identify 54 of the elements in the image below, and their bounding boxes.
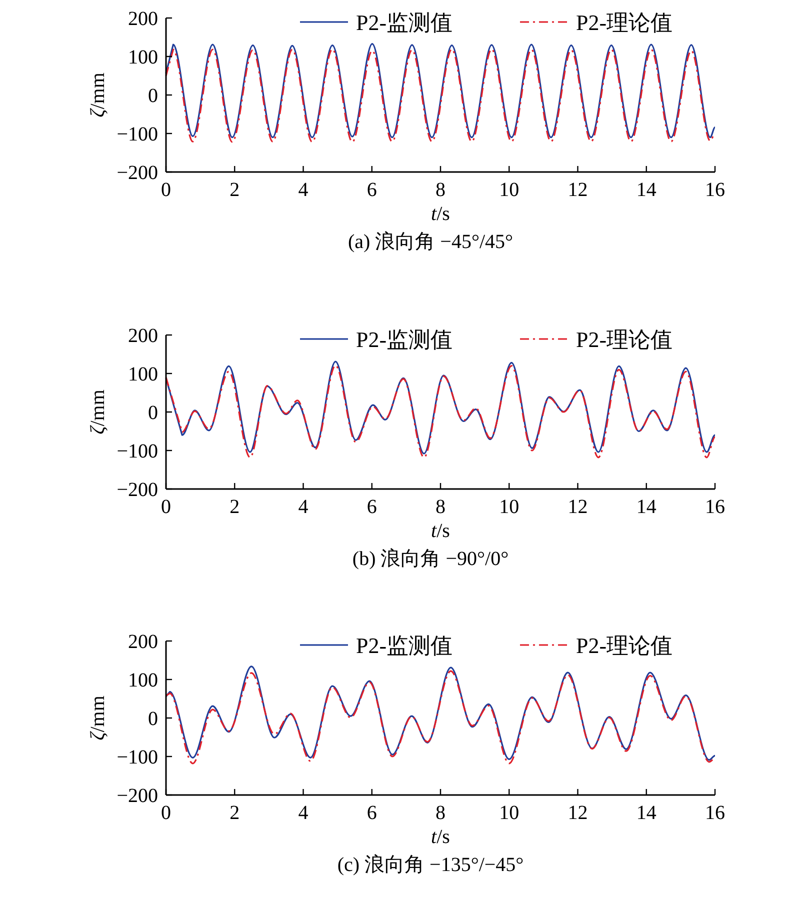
y-axis-title: ζ/mm [87,72,109,118]
x-tick-label: 2 [230,496,240,518]
y-tick-label: 100 [128,46,158,68]
x-tick-label: 4 [298,179,308,201]
x-tick-label: 16 [705,179,725,201]
text: (a) 浪向角 −45°/45° [348,231,514,253]
x-tick-label: 12 [568,179,588,201]
x-tick-label: 4 [298,496,308,518]
x-tick-label: 6 [366,802,377,824]
x-tick-label: 4 [298,802,308,824]
y-tick-label: −200 [116,479,158,501]
x-tick-label: 10 [499,496,520,518]
text: (c) 浪向角 −135°/−45° [337,854,524,876]
y-tick-label: 200 [128,325,158,347]
x-tick-label: 8 [436,496,446,518]
y-tick-label: 0 [148,85,158,107]
y-tick-label: 100 [128,364,158,386]
legend-label: P2-监测值 [356,327,453,352]
x-tick-label: 8 [436,179,446,201]
y-axis-title: ζ/mm [87,389,109,434]
legend-label: P2-理论值 [576,633,673,658]
y-axis-title: ζ/mm [87,695,109,740]
x-tick-label: 12 [568,802,588,824]
x-tick-label: 6 [366,496,377,518]
x-tick-label: 14 [636,496,656,518]
legend-label: P2-理论值 [576,10,673,35]
y-tick-label: −100 [116,440,158,462]
y-tick-label: 0 [148,402,158,424]
y-tick-label: −200 [116,785,158,807]
x-tick-label: 6 [366,179,377,201]
x-tick-label: 2 [230,802,240,824]
y-tick-label: 100 [128,670,158,692]
legend-label: P2-监测值 [356,633,453,658]
y-tick-label: 0 [148,708,158,730]
y-tick-label: −100 [116,124,158,146]
y-tick-label: 200 [128,8,158,30]
x-axis-title: t/s [431,520,450,542]
x-tick-label: 10 [499,802,520,824]
text: (b) 浪向角 −90°/0° [352,548,509,570]
x-tick-label: 2 [230,179,240,201]
x-tick-label: 14 [636,179,656,201]
x-axis-title: t/s [431,826,450,848]
x-tick-label: 12 [568,496,588,518]
x-tick-label: 16 [705,496,725,518]
y-tick-label: −200 [116,162,158,184]
x-axis-title: t/s [431,203,450,225]
x-tick-label: 14 [636,802,656,824]
x-tick-label: 8 [436,802,446,824]
y-tick-label: −100 [116,746,158,768]
y-tick-label: 200 [128,631,158,653]
legend-label: P2-监测值 [356,10,453,35]
legend-label: P2-理论值 [576,327,673,352]
x-tick-label: 16 [705,802,725,824]
x-tick-label: 10 [499,179,520,201]
